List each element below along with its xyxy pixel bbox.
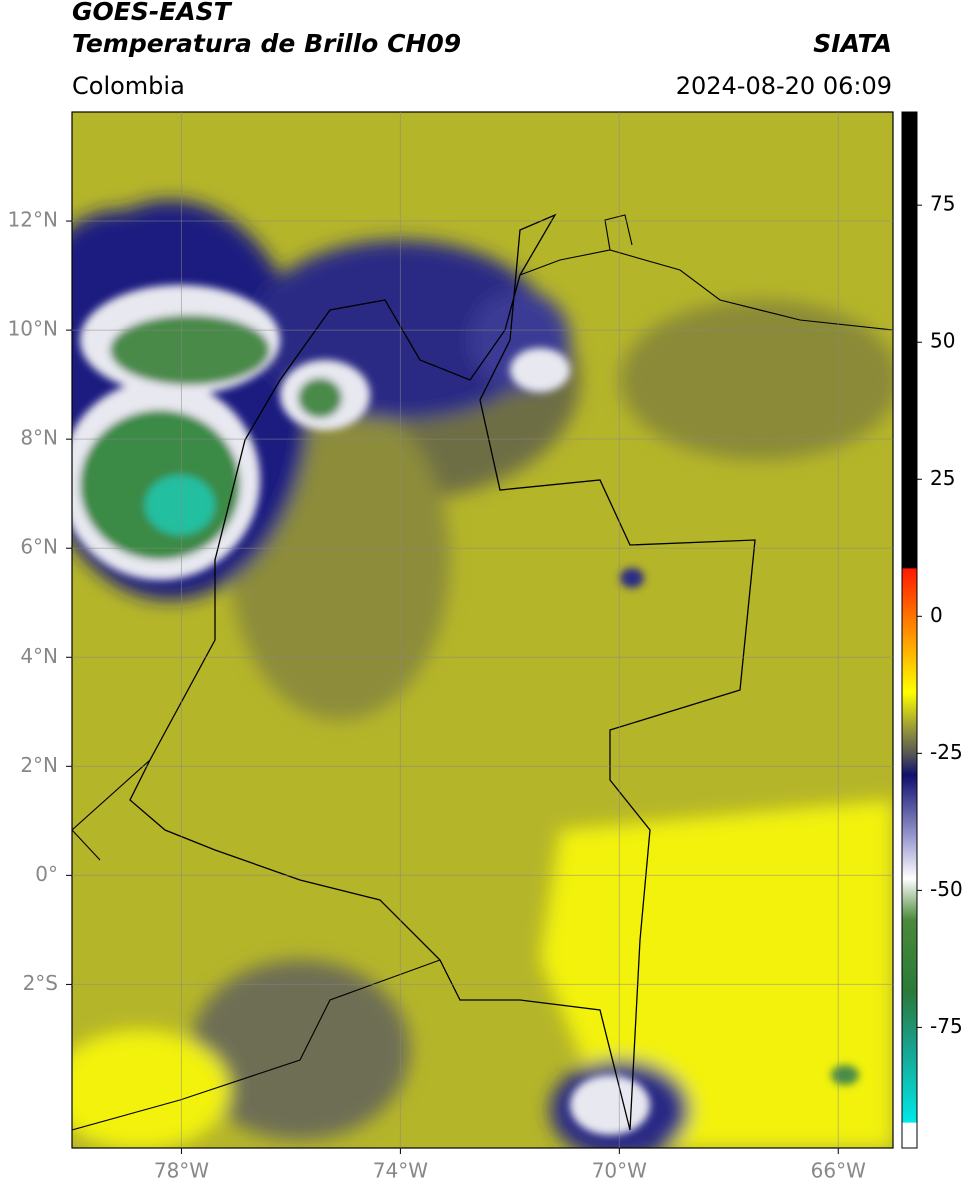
- y-tick-label: 2°N: [20, 753, 58, 777]
- colorbar-tick-label: -50: [930, 877, 963, 901]
- colorbar-tick-label: 25: [930, 466, 955, 490]
- x-tick-label: 74°W: [373, 1159, 428, 1183]
- datetime: 2024-08-20 06:09: [676, 72, 892, 100]
- region: Colombia: [72, 72, 185, 100]
- x-tick-label: 66°W: [811, 1159, 866, 1183]
- colorbar-tick-label: -75: [930, 1014, 963, 1038]
- satellite-image: [72, 112, 893, 1148]
- subtitle: Temperatura de Brillo CH09: [72, 29, 461, 58]
- y-tick-label: 4°N: [20, 644, 58, 668]
- y-tick-label: 2°S: [23, 971, 58, 995]
- colorbar-tick-label: -25: [930, 740, 963, 764]
- y-tick-label: 8°N: [20, 426, 58, 450]
- colorbar-tick-label: 75: [930, 192, 955, 216]
- colorbar-tick-label: 50: [930, 329, 955, 353]
- agency: SIATA: [813, 29, 892, 58]
- map-frame: [71, 111, 894, 1149]
- x-tick-label: 78°W: [154, 1159, 209, 1183]
- y-tick-label: 12°N: [8, 208, 58, 232]
- x-tick-label: 70°W: [592, 1159, 647, 1183]
- y-tick-label: 0°: [35, 862, 58, 886]
- y-tick-label: 6°N: [20, 535, 58, 559]
- colorbar-tick-label: 0: [930, 603, 943, 627]
- title: GOES-EAST: [72, 0, 233, 26]
- y-tick-label: 10°N: [8, 317, 58, 341]
- colorbar: [901, 111, 918, 1149]
